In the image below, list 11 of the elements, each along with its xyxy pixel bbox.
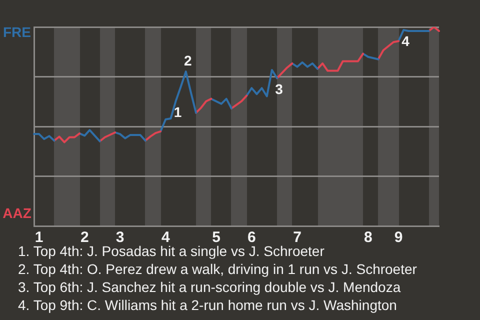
text: AAZ — [2, 205, 32, 221]
text: 2. Top 4th: O. Perez drew a walk, driving in 1 run vs J. Schroeter — [18, 260, 417, 278]
x-tick-label: 9 — [394, 229, 403, 246]
text: 4. Top 9th: C. Williams hit a 2-run home run vs J. Washington — [18, 296, 398, 314]
x-tick-label: 8 — [364, 229, 372, 246]
annotation: 4 — [402, 32, 410, 49]
annotation: 2 — [184, 52, 192, 68]
text: FRE — [2, 24, 32, 40]
text: 3. Top 6th: J. Sanchez hit a run-scoring double vs J. Mendoza — [18, 278, 402, 296]
annotation: 1 — [174, 104, 182, 120]
annotation: 3 — [275, 81, 284, 97]
